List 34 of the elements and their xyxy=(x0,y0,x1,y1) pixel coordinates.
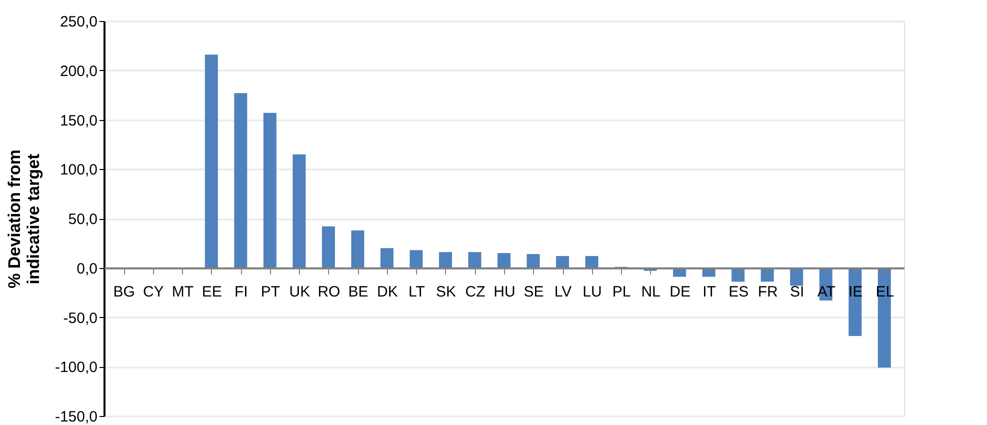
x-tick-label: UK xyxy=(289,283,310,300)
y-tick-label: 150,0 xyxy=(60,112,98,130)
x-tick-label: IT xyxy=(702,283,716,300)
x-tick-label: BE xyxy=(348,283,368,300)
x-tick-label: SI xyxy=(790,283,804,300)
x-tick-label: DE xyxy=(670,283,690,300)
y-tick-label: -150,0 xyxy=(54,408,98,425)
y-tick-label: -50,0 xyxy=(63,310,98,327)
y-tick-label: 0,0 xyxy=(76,260,98,278)
x-tick-label: ES xyxy=(728,283,749,300)
x-tick-label: LT xyxy=(408,283,425,300)
x-tick-label: NL xyxy=(641,283,660,300)
x-tick-label: EE xyxy=(202,283,222,300)
y-tick-label: -100,0 xyxy=(54,359,98,376)
x-tick-label: PT xyxy=(260,283,280,300)
x-tick-label: FR xyxy=(758,283,778,300)
x-tick-label: DK xyxy=(377,283,398,300)
x-tick-label: LV xyxy=(554,283,572,300)
x-tick-label: LU xyxy=(582,283,602,300)
y-tick-label: 50,0 xyxy=(68,211,98,228)
x-tick-label: SE xyxy=(524,283,544,300)
x-tick-label: CZ xyxy=(465,283,486,300)
x-tick-label: BG xyxy=(113,283,135,300)
x-tick-label: CY xyxy=(142,283,164,300)
y-tick-label: 250,0 xyxy=(60,14,98,30)
y-tick-label: 200,0 xyxy=(60,62,98,80)
y-tick-label: 100,0 xyxy=(60,162,98,179)
x-tick-label: HU xyxy=(494,283,516,300)
x-tick-label: RO xyxy=(318,283,340,300)
x-tick-label: MT xyxy=(172,283,194,300)
x-tick-label: PL xyxy=(612,283,631,300)
y-axis-title: % Deviation from indicative target xyxy=(4,150,43,288)
x-tick-label: FI xyxy=(234,283,248,300)
x-tick-label: SK xyxy=(436,283,456,300)
